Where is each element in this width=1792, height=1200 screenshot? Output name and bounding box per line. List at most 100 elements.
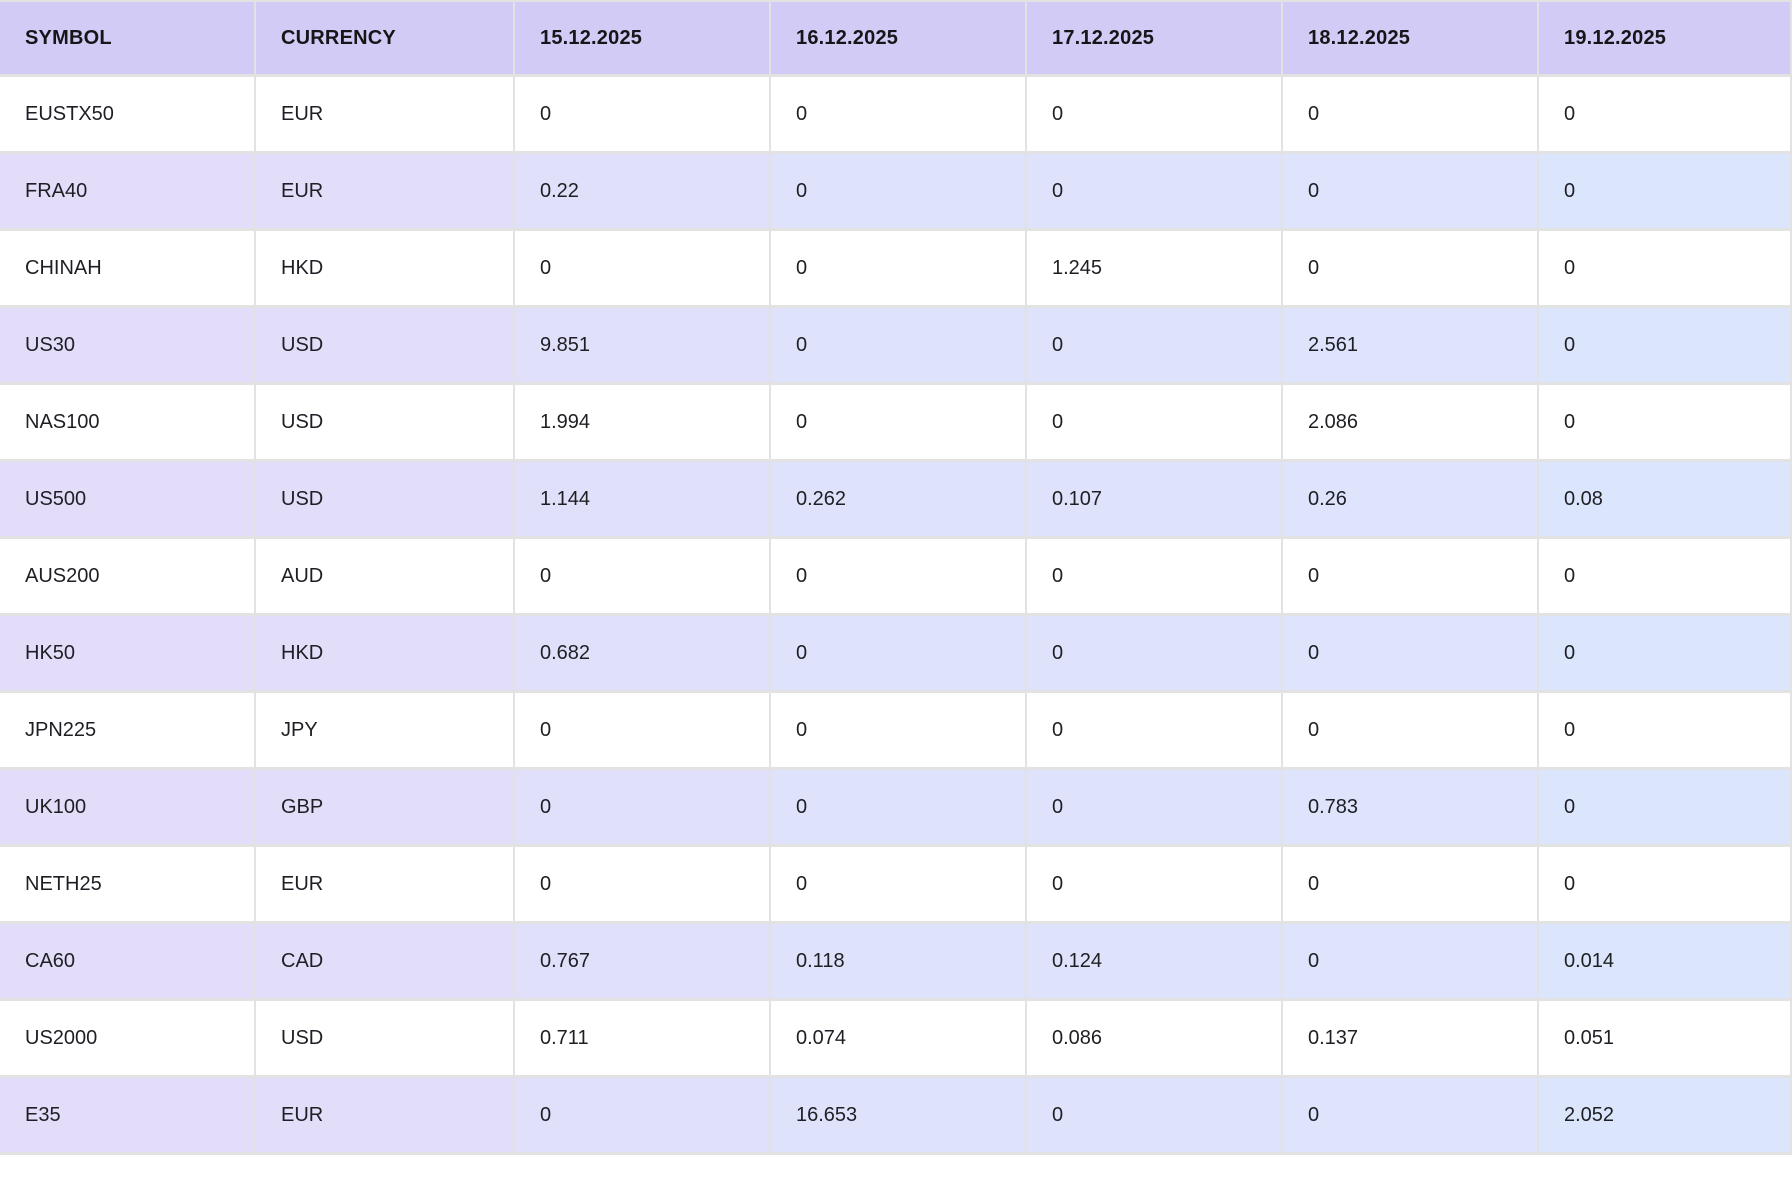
cell-value: 0 [1025,536,1283,616]
cell-value: 1.245 [1025,228,1283,308]
cell-value: 0.074 [769,998,1027,1078]
cell-value: 0 [1537,382,1792,462]
cell-value: 0 [1281,921,1539,1001]
table-row: HK50 HKD 0.682 0 0 0 0 [0,613,1792,693]
table-body: EUSTX50 EUR 0 0 0 0 0 FRA40 EUR 0.22 0 0… [0,74,1792,1155]
cell-value: 0.086 [1025,998,1283,1078]
cell-currency: HKD [254,228,515,308]
cell-value: 0.118 [769,921,1027,1001]
cell-value: 0 [769,844,1027,924]
table-row: UK100 GBP 0 0 0 0.783 0 [0,767,1792,847]
cell-value: 0 [1537,844,1792,924]
cell-value: 0 [769,382,1027,462]
table-row: JPN225 JPY 0 0 0 0 0 [0,690,1792,770]
table-row: NAS100 USD 1.994 0 0 2.086 0 [0,382,1792,462]
cell-currency: USD [254,305,515,385]
cell-currency: AUD [254,536,515,616]
table-row: US30 USD 9.851 0 0 2.561 0 [0,305,1792,385]
cell-value: 0 [769,151,1027,231]
table-row: CHINAH HKD 0 0 1.245 0 0 [0,228,1792,308]
cell-currency: USD [254,382,515,462]
cell-symbol: EUSTX50 [0,74,256,154]
cell-value: 0 [1281,151,1539,231]
column-header-currency: CURRENCY [254,0,515,77]
cell-value: 2.561 [1281,305,1539,385]
cell-value: 2.052 [1537,1075,1792,1155]
cell-value: 0 [1281,536,1539,616]
cell-currency: CAD [254,921,515,1001]
cell-value: 0 [1281,690,1539,770]
cell-value: 0.262 [769,459,1027,539]
column-header-date-5: 19.12.2025 [1537,0,1792,77]
table-row: NETH25 EUR 0 0 0 0 0 [0,844,1792,924]
table-row: FRA40 EUR 0.22 0 0 0 0 [0,151,1792,231]
cell-symbol: CA60 [0,921,256,1001]
column-header-date-4: 18.12.2025 [1281,0,1539,77]
column-header-symbol: SYMBOL [0,0,256,77]
cell-value: 0 [1537,767,1792,847]
cell-value: 0 [1537,305,1792,385]
cell-value: 16.653 [769,1075,1027,1155]
header-row: SYMBOL CURRENCY 15.12.2025 16.12.2025 17… [0,0,1792,77]
cell-value: 0.124 [1025,921,1283,1001]
cell-value: 0.711 [513,998,771,1078]
cell-value: 0.783 [1281,767,1539,847]
cell-value: 1.994 [513,382,771,462]
cell-symbol: AUS200 [0,536,256,616]
table-row: AUS200 AUD 0 0 0 0 0 [0,536,1792,616]
cell-value: 0.107 [1025,459,1283,539]
table-row: US2000 USD 0.711 0.074 0.086 0.137 0.051 [0,998,1792,1078]
column-header-date-1: 15.12.2025 [513,0,771,77]
cell-value: 0 [1537,74,1792,154]
table-row: E35 EUR 0 16.653 0 0 2.052 [0,1075,1792,1155]
cell-value: 0.014 [1537,921,1792,1001]
cell-value: 0 [769,536,1027,616]
cell-value: 0 [1025,151,1283,231]
cell-currency: EUR [254,1075,515,1155]
cell-value: 0 [513,228,771,308]
cell-value: 0 [769,613,1027,693]
cell-value: 0 [513,1075,771,1155]
cell-value: 0 [1281,228,1539,308]
cell-value: 2.086 [1281,382,1539,462]
cell-value: 0 [1537,613,1792,693]
cell-value: 0 [513,767,771,847]
cell-symbol: UK100 [0,767,256,847]
cell-symbol: FRA40 [0,151,256,231]
cell-value: 0 [513,74,771,154]
cell-value: 0 [1537,536,1792,616]
cell-value: 0 [769,690,1027,770]
cell-value: 0 [1025,74,1283,154]
cell-currency: JPY [254,690,515,770]
cell-value: 1.144 [513,459,771,539]
cell-value: 0 [1025,690,1283,770]
cell-value: 0.051 [1537,998,1792,1078]
cell-currency: HKD [254,613,515,693]
cell-value: 0 [1537,228,1792,308]
cell-value: 0.682 [513,613,771,693]
cell-value: 0 [1281,844,1539,924]
cell-symbol: HK50 [0,613,256,693]
cell-symbol: CHINAH [0,228,256,308]
table-row: CA60 CAD 0.767 0.118 0.124 0 0.014 [0,921,1792,1001]
cell-value: 0 [1281,74,1539,154]
cell-currency: EUR [254,151,515,231]
cell-value: 0 [1025,1075,1283,1155]
cell-symbol: JPN225 [0,690,256,770]
cell-value: 0 [1025,767,1283,847]
cell-currency: USD [254,998,515,1078]
cell-value: 9.851 [513,305,771,385]
cell-value: 0 [513,690,771,770]
cell-value: 0 [1281,1075,1539,1155]
column-header-date-2: 16.12.2025 [769,0,1027,77]
cell-value: 0 [513,844,771,924]
cell-symbol: E35 [0,1075,256,1155]
cell-symbol: NETH25 [0,844,256,924]
column-header-date-3: 17.12.2025 [1025,0,1283,77]
cell-value: 0 [1025,382,1283,462]
cell-value: 0 [1537,690,1792,770]
cell-currency: USD [254,459,515,539]
cell-currency: GBP [254,767,515,847]
table-row: US500 USD 1.144 0.262 0.107 0.26 0.08 [0,459,1792,539]
cell-value: 0.767 [513,921,771,1001]
